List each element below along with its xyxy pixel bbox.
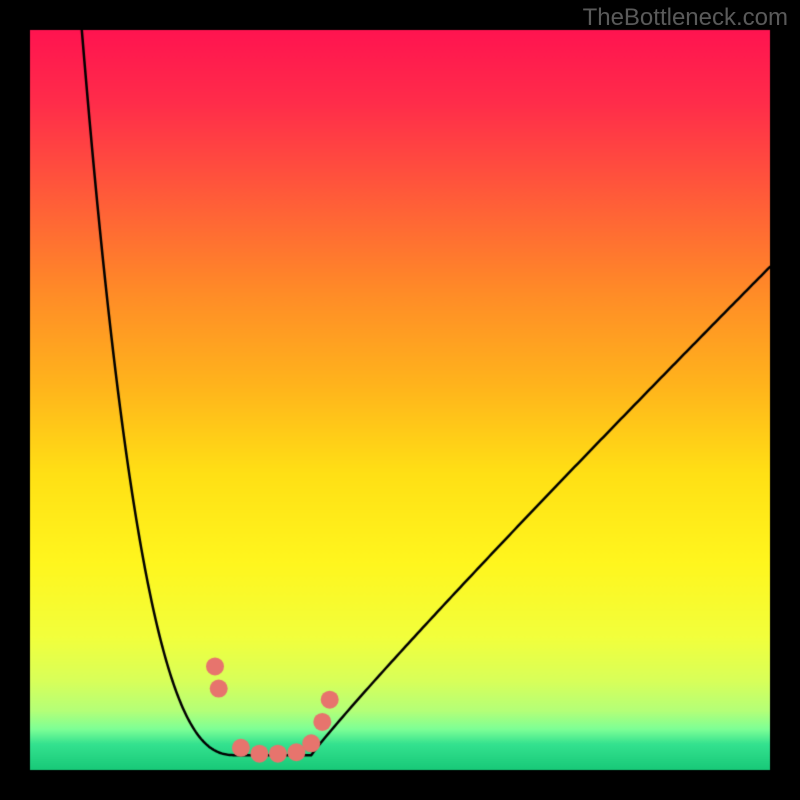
watermark-text: TheBottleneck.com (583, 4, 788, 32)
bottleneck-chart (0, 0, 800, 800)
